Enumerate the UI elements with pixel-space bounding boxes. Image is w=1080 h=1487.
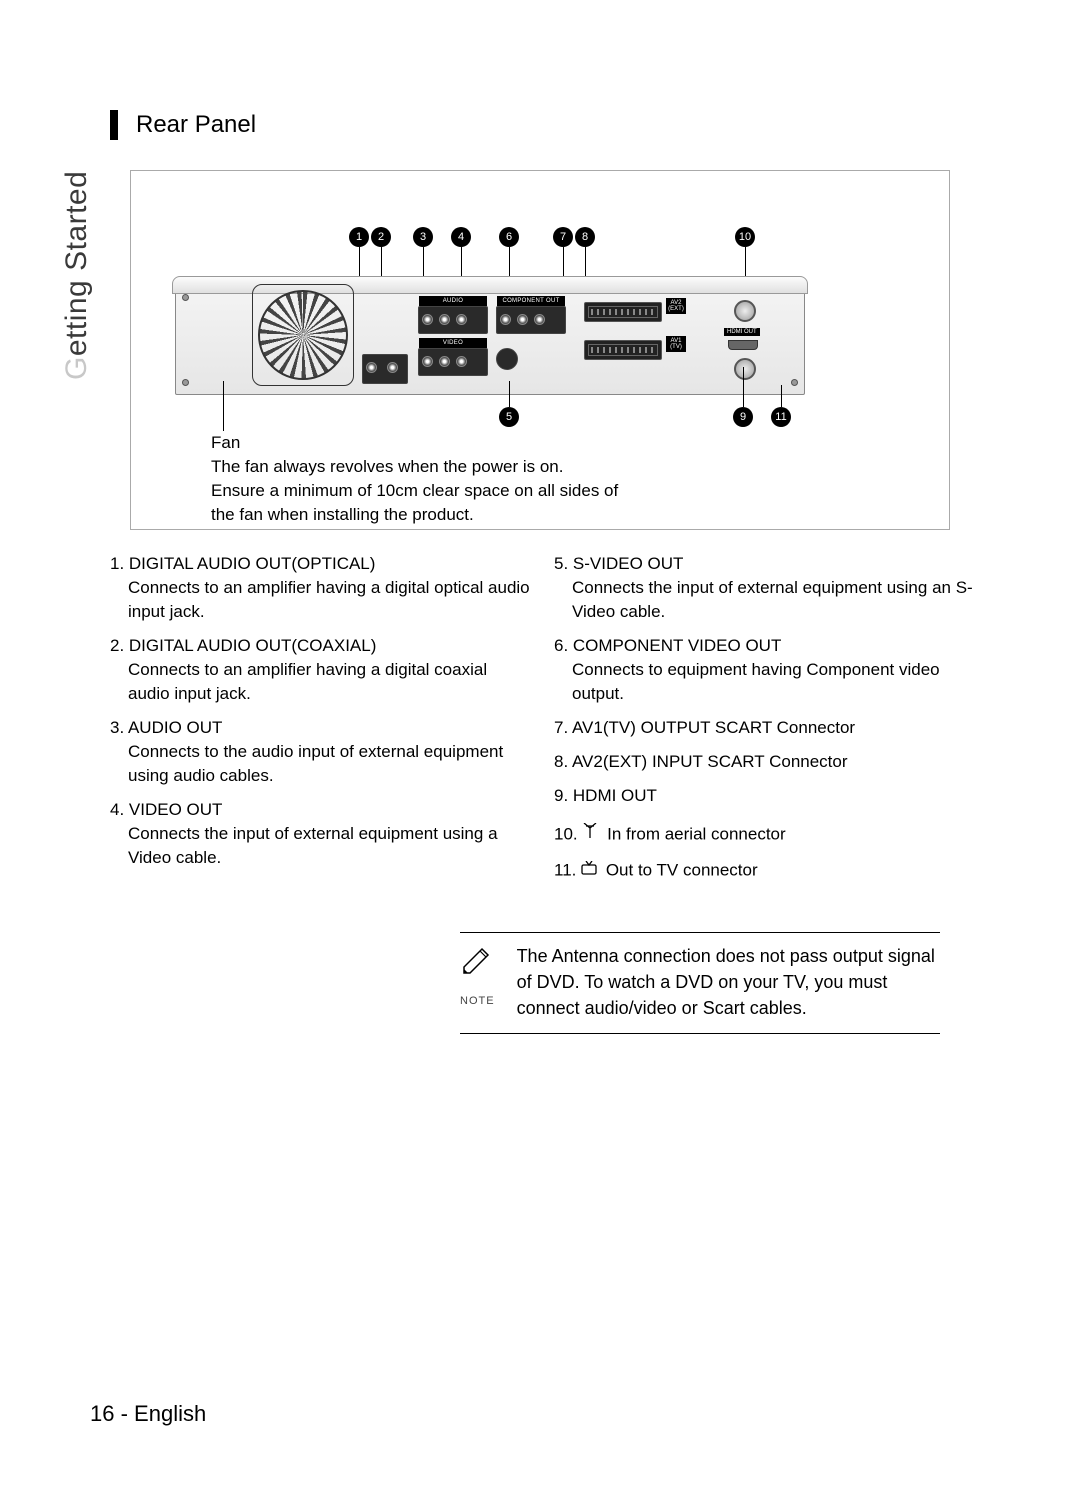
item-heading: 2. DIGITAL AUDIO OUT(COAXIAL) <box>110 634 530 658</box>
sidebar-rest: etting Started <box>60 171 93 356</box>
device-body: AUDIO VIDEO COMPONENT OUT AV2 (EXT) AV1 … <box>175 283 805 395</box>
antenna-icon <box>582 822 598 846</box>
description-columns: 1. DIGITAL AUDIO OUT(OPTICAL) Connects t… <box>110 552 990 894</box>
item-11: 11. Out to TV connector <box>554 858 974 884</box>
scart-av2 <box>584 302 662 322</box>
scart-av1 <box>584 340 662 360</box>
title-text: Rear Panel <box>136 111 256 139</box>
item-7: 7. AV1(TV) OUTPUT SCART Connector <box>554 716 974 740</box>
note-icon-wrap: NOTE <box>460 943 495 1021</box>
hdmi-label: HDMI OUT <box>724 328 760 336</box>
item-desc: Connects to an amplifier having a digita… <box>110 658 530 706</box>
fan-description: Fan The fan always revolves when the pow… <box>211 431 618 527</box>
page-number: 16 <box>90 1401 114 1426</box>
section-tab-label: Getting Started <box>60 171 94 380</box>
fan-icon <box>258 290 348 380</box>
screw-icon <box>182 294 189 301</box>
page-footer: 16 - English <box>90 1401 206 1427</box>
note-text: The Antenna connection does not pass out… <box>517 943 940 1021</box>
item-heading: 9. HDMI OUT <box>554 784 974 808</box>
left-column: 1. DIGITAL AUDIO OUT(OPTICAL) Connects t… <box>110 552 530 894</box>
item-heading: 6. COMPONENT VIDEO OUT <box>554 634 974 658</box>
item-heading: 4. VIDEO OUT <box>110 798 530 822</box>
component-out-group: COMPONENT OUT <box>496 306 566 334</box>
rear-panel-diagram: 1 2 3 4 6 7 8 10 AUDIO VIDEO <box>130 170 950 530</box>
note-caption: NOTE <box>460 988 495 1014</box>
item-heading: 3. AUDIO OUT <box>110 716 530 740</box>
screw-icon <box>791 379 798 386</box>
section-title: Rear Panel <box>110 110 990 140</box>
item-5: 5. S-VIDEO OUT Connects the input of ext… <box>554 552 974 624</box>
item-1: 1. DIGITAL AUDIO OUT(OPTICAL) Connects t… <box>110 552 530 624</box>
item-heading: 10. In from aerial connector <box>554 822 974 848</box>
item-heading: 5. S-VIDEO OUT <box>554 552 974 576</box>
note-pencil-icon <box>460 943 494 977</box>
title-bar <box>110 110 118 140</box>
item-desc: Connects the input of external equipment… <box>110 822 530 870</box>
scart-av1-label: AV1 (TV) <box>666 336 686 352</box>
item-10: 10. In from aerial connector <box>554 822 974 848</box>
item-3: 3. AUDIO OUT Connects to the audio input… <box>110 716 530 788</box>
s-video-port <box>496 348 518 370</box>
rf-in-port <box>734 300 756 322</box>
sidebar-grey-char: G <box>60 356 93 380</box>
fan-line3: the fan when installing the product. <box>211 505 474 524</box>
manual-page: Getting Started Rear Panel 1 2 3 4 6 7 8… <box>0 0 1080 1487</box>
item-heading: 7. AV1(TV) OUTPUT SCART Connector <box>554 716 974 740</box>
footer-lang: English <box>134 1401 206 1426</box>
coaxial-jack <box>387 362 398 373</box>
item-desc: Connects to an amplifier having a digita… <box>110 576 530 624</box>
rf-out-port <box>734 358 756 380</box>
item-desc: Connects to the audio input of external … <box>110 740 530 788</box>
item-6: 6. COMPONENT VIDEO OUT Connects to equip… <box>554 634 974 706</box>
fan-line2: Ensure a minimum of 10cm clear space on … <box>211 481 618 500</box>
digital-audio-ports <box>362 354 408 384</box>
item-desc: Connects to equipment having Component v… <box>554 658 974 706</box>
fan-leader <box>223 381 224 431</box>
audio-out-group: AUDIO <box>418 306 488 334</box>
hdmi-port <box>728 340 758 350</box>
item-8: 8. AV2(EXT) INPUT SCART Connector <box>554 750 974 774</box>
item-desc: Connects the input of external equipment… <box>554 576 974 624</box>
note-box: NOTE The Antenna connection does not pas… <box>460 932 940 1034</box>
optical-jack <box>366 362 377 373</box>
screw-icon <box>182 379 189 386</box>
scart-av2-label: AV2 (EXT) <box>666 298 686 314</box>
tv-icon <box>581 858 597 882</box>
item-2: 2. DIGITAL AUDIO OUT(COAXIAL) Connects t… <box>110 634 530 706</box>
item-heading: 1. DIGITAL AUDIO OUT(OPTICAL) <box>110 552 530 576</box>
right-column: 5. S-VIDEO OUT Connects the input of ext… <box>554 552 974 894</box>
fan-heading: Fan <box>211 433 240 452</box>
item-heading: 8. AV2(EXT) INPUT SCART Connector <box>554 750 974 774</box>
video-out-group: VIDEO <box>418 348 488 376</box>
item-4: 4. VIDEO OUT Connects the input of exter… <box>110 798 530 870</box>
fan-line1: The fan always revolves when the power i… <box>211 457 563 476</box>
footer-sep: - <box>114 1401 134 1426</box>
item-9: 9. HDMI OUT <box>554 784 974 808</box>
item-heading: 11. Out to TV connector <box>554 858 974 884</box>
